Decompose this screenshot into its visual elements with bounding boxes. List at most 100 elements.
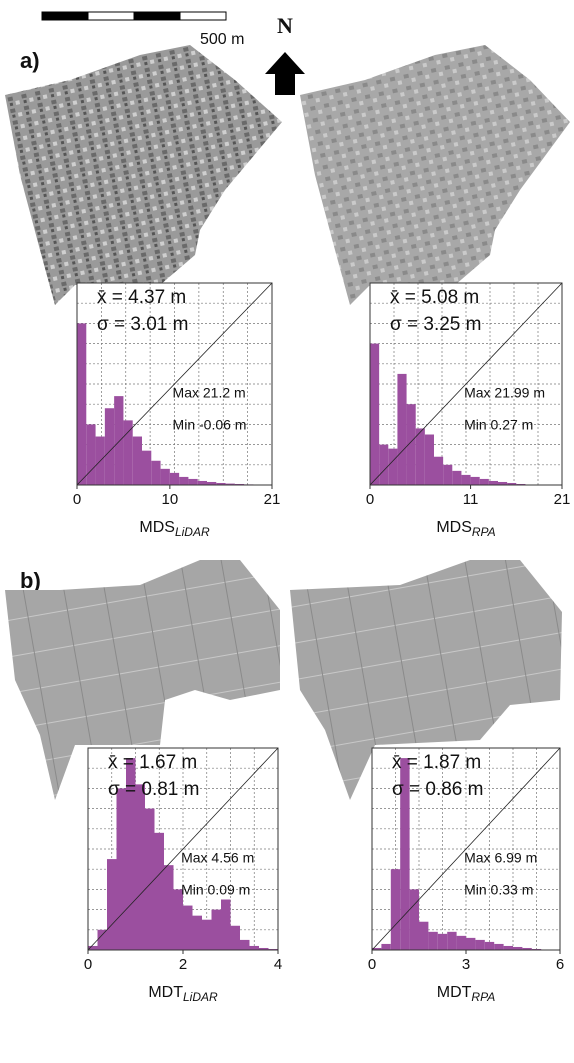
- histogram-bar: [370, 343, 380, 485]
- max-label: Max 6.99 m: [464, 850, 537, 866]
- x-tick-label: 3: [462, 956, 470, 973]
- max-label: Max 21.2 m: [173, 385, 246, 401]
- histogram-bar: [443, 464, 453, 485]
- x-tick-label: 0: [84, 956, 92, 973]
- histogram-bar: [197, 480, 207, 485]
- panel-label: b): [20, 568, 41, 593]
- histogram-bar: [415, 428, 425, 485]
- histogram-bar: [173, 889, 183, 950]
- plot-frame: [369, 282, 563, 486]
- histogram-bar: [123, 420, 133, 485]
- histogram-bar: [522, 947, 532, 950]
- histogram-bar: [164, 865, 174, 950]
- x-tick-label: 21: [264, 491, 281, 508]
- scale-label: 500 m: [200, 31, 244, 48]
- diagonal: [87, 747, 279, 951]
- min-label: Min 0.27 m: [464, 417, 533, 433]
- x-tick-label: 0: [368, 956, 376, 973]
- histogram-bar: [388, 448, 398, 485]
- x-label-main: MDT: [148, 984, 183, 1001]
- histogram-bar: [86, 424, 96, 485]
- histogram-bar: [461, 474, 471, 485]
- histogram-bar: [116, 788, 126, 950]
- histogram-bar: [390, 869, 401, 950]
- histogram-bar: [434, 456, 444, 485]
- map-mdt-lidar: [5, 560, 280, 800]
- histogram-bar: [466, 937, 476, 950]
- histogram-bar: [132, 436, 142, 485]
- histogram-bar: [400, 758, 410, 950]
- x-tick-label: 6: [556, 956, 564, 973]
- histogram-bar: [484, 941, 495, 950]
- histogram-bar: [488, 480, 498, 485]
- x-tick-label: 11: [463, 491, 479, 508]
- histogram-bar: [211, 909, 221, 950]
- histogram-bar: [268, 948, 278, 950]
- mean-label: x̄ = 5.08 m: [390, 287, 479, 308]
- histogram-bar: [397, 373, 407, 485]
- sigma-label: σ = 0.86 m: [392, 779, 483, 800]
- histogram-bar: [114, 396, 124, 485]
- x-tick-label: 2: [179, 956, 187, 973]
- map-mdt-rpa: [290, 560, 562, 800]
- min-label: Min 0.33 m: [464, 882, 533, 898]
- histogram-bar: [456, 935, 466, 950]
- histogram-bar: [503, 945, 513, 950]
- histogram-bar: [97, 929, 107, 950]
- max-label: Max 4.56 m: [181, 850, 254, 866]
- panel-label: a): [20, 48, 40, 73]
- x-axis-label: MDTLiDAR: [148, 984, 218, 1004]
- histogram-bar: [424, 434, 434, 485]
- histogram-bar: [419, 921, 429, 950]
- x-tick-label: 21: [554, 491, 571, 508]
- max-label: Max 21.99 m: [464, 385, 545, 401]
- x-label-main: MDS: [139, 519, 175, 536]
- histogram-bar: [207, 481, 217, 485]
- histogram-bar: [77, 323, 87, 485]
- x-label-sub: RPA: [471, 990, 495, 1004]
- histogram-bar: [154, 832, 164, 950]
- scale-bar: [41, 11, 227, 21]
- x-tick-label: 0: [366, 491, 374, 508]
- histogram-bar: [234, 483, 245, 485]
- x-label-sub: RPA: [472, 525, 496, 539]
- histogram-bar: [381, 943, 391, 950]
- x-axis-label: MDSRPA: [436, 519, 495, 539]
- histogram-bar: [188, 478, 198, 485]
- x-tick-label: 0: [73, 491, 81, 508]
- histogram-bar: [516, 483, 526, 485]
- histogram-bar: [107, 859, 117, 950]
- map-mds-rpa: [300, 45, 570, 305]
- histogram-bar: [498, 481, 508, 485]
- histogram-bar: [142, 450, 152, 485]
- histogram-bar: [151, 460, 161, 485]
- north-label: N: [277, 13, 293, 38]
- x-tick-label: 10: [162, 491, 179, 508]
- histogram-bar: [221, 899, 231, 950]
- histogram-bar: [475, 939, 485, 950]
- x-tick-label: 4: [274, 956, 282, 973]
- histogram-bar: [225, 483, 235, 485]
- histogram-bar: [160, 468, 170, 485]
- mean-label: x̄ = 1.87 m: [392, 752, 481, 773]
- plot-frame: [76, 282, 273, 486]
- histogram-bar: [513, 946, 523, 950]
- x-axis-label: MDSLiDAR: [139, 519, 210, 539]
- diagonal: [371, 747, 561, 951]
- diagonal: [369, 282, 563, 486]
- histogram-bar: [183, 905, 193, 950]
- histogram-bar: [249, 945, 259, 950]
- histogram-bar: [240, 939, 250, 950]
- x-label-main: MDS: [436, 519, 472, 536]
- histogram-bar: [452, 470, 462, 485]
- histogram-bar: [135, 784, 145, 950]
- min-label: Min 0.09 m: [181, 882, 250, 898]
- histogram-bar: [179, 476, 189, 485]
- histogram-bar: [470, 476, 480, 485]
- x-label-main: MDT: [437, 984, 472, 1001]
- histogram-bar: [88, 945, 98, 950]
- min-label: Min -0.06 m: [173, 417, 247, 433]
- mean-label: x̄ = 1.67 m: [108, 752, 197, 773]
- histogram-bar: [169, 472, 180, 485]
